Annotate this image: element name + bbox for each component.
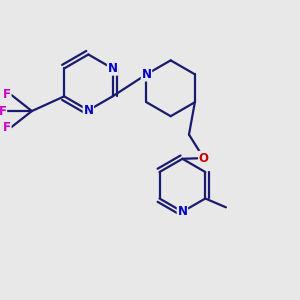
- Text: F: F: [3, 121, 11, 134]
- Text: N: N: [108, 62, 118, 75]
- Text: N: N: [177, 205, 188, 218]
- Text: F: F: [0, 105, 7, 118]
- Text: F: F: [3, 88, 11, 101]
- Text: N: N: [142, 68, 152, 81]
- Text: N: N: [83, 104, 93, 117]
- Text: O: O: [199, 152, 209, 165]
